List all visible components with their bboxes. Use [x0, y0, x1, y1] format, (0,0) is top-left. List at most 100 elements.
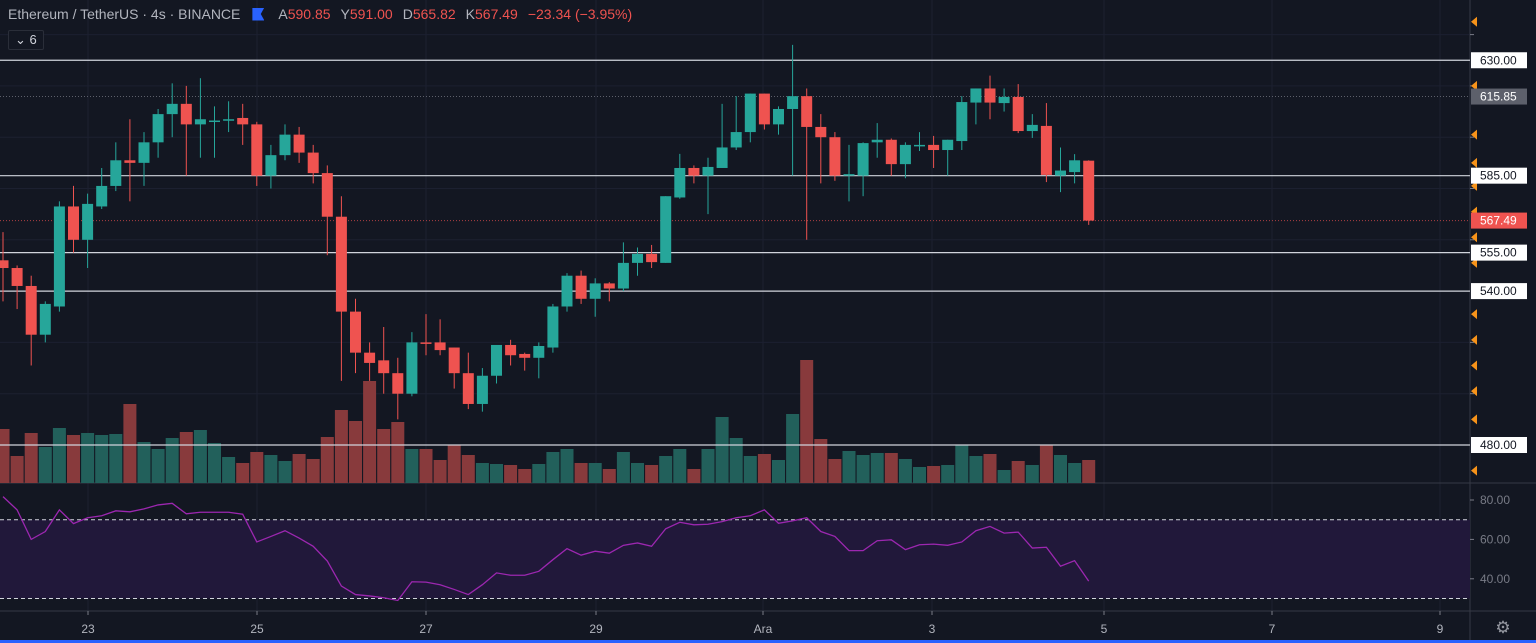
candle-body: [180, 103, 192, 125]
rsi-band-fill: [0, 519, 1470, 599]
alert-marker-icon[interactable]: [1471, 80, 1477, 91]
alert-marker-icon[interactable]: [1471, 157, 1477, 168]
volume-bar: [645, 465, 659, 483]
time-axis[interactable]: 23 25 27 29 Ara 3 5 7 9: [81, 611, 1444, 636]
candle: [0, 232, 9, 302]
candle-body: [773, 108, 784, 125]
rsi-pane: [0, 496, 1470, 602]
candle: [589, 278, 601, 317]
time-tick-label: 3: [929, 622, 936, 636]
candle-body: [660, 196, 672, 263]
volume-bar: [292, 454, 306, 483]
candle: [575, 270, 587, 304]
flag-icon[interactable]: [252, 7, 265, 21]
gear-icon[interactable]: ⚙: [1495, 618, 1511, 637]
alert-marker-icon[interactable]: [1471, 309, 1477, 320]
horizontal-line-label[interactable]: 555.00: [1471, 244, 1527, 261]
alert-marker-icon[interactable]: [1471, 465, 1477, 476]
indicators-toggle-button[interactable]: ⌄ 6: [8, 30, 44, 50]
candle-body: [138, 142, 150, 163]
volume-bar: [870, 453, 884, 483]
high-value: 591.00: [349, 6, 393, 22]
candle: [829, 132, 841, 181]
candle-body: [885, 139, 897, 165]
candle: [519, 352, 531, 371]
volume-bar: [941, 465, 955, 483]
alert-marker-icon[interactable]: [1471, 334, 1477, 345]
volume-bar: [334, 410, 348, 483]
indicator-count: 6: [29, 32, 37, 47]
candle-body: [702, 166, 714, 176]
volume-bar: [546, 452, 560, 483]
candle-body: [674, 167, 686, 198]
candle: [307, 144, 319, 184]
candle-body: [68, 206, 79, 240]
candle: [251, 121, 263, 186]
alert-marker-icon[interactable]: [1471, 360, 1477, 371]
candle: [434, 319, 446, 356]
horizontal-line-label[interactable]: 585.00: [1471, 167, 1527, 184]
volume-bar: [687, 469, 701, 483]
horizontal-line-label[interactable]: 630.00: [1471, 52, 1527, 69]
volume-bar: [419, 449, 433, 483]
alert-marker-icon[interactable]: [1471, 129, 1477, 140]
high-price-label[interactable]: 615.85: [1471, 88, 1527, 105]
volume-bar: [955, 445, 969, 483]
candle: [39, 301, 51, 343]
alert-marker-icon[interactable]: [1471, 232, 1477, 243]
change-value: −23.34 (−3.95%): [527, 6, 633, 22]
candle: [688, 165, 700, 184]
candle: [53, 201, 65, 312]
candle: [1026, 114, 1038, 138]
volume-bar: [236, 463, 250, 483]
alert-marker-icon[interactable]: [1471, 386, 1477, 397]
volume-bar: [1039, 445, 1053, 483]
time-tick-label: 23: [81, 622, 95, 636]
volume-bar: [461, 455, 475, 483]
candle: [801, 88, 813, 240]
low-label: D: [402, 6, 413, 22]
candle: [82, 193, 94, 269]
price-axis[interactable]: 630.00 585.00 555.00 540.00 480.00 615.85 567.…: [1470, 16, 1527, 586]
candle: [787, 44, 799, 176]
candle-body: [815, 126, 827, 138]
candle-body: [0, 260, 9, 269]
symbol-title[interactable]: Ethereum / TetherUS · 4s · BINANCE: [8, 6, 241, 22]
horizontal-lines[interactable]: [0, 59, 1470, 446]
candle: [11, 265, 23, 310]
candle: [744, 93, 756, 143]
last-price-label-text: 567.49: [1480, 214, 1517, 228]
candle-body: [744, 93, 756, 133]
alert-marker-icon[interactable]: [1471, 16, 1477, 27]
candle: [194, 78, 206, 158]
candle: [279, 124, 291, 161]
candle: [646, 244, 658, 269]
alert-marker-icon[interactable]: [1471, 414, 1477, 425]
candle: [956, 96, 968, 151]
candle: [505, 339, 517, 366]
time-tick-label: 27: [419, 622, 433, 636]
candle: [1083, 160, 1095, 225]
volume-bar: [109, 434, 123, 483]
horizontal-line-label[interactable]: 480.00: [1471, 437, 1527, 453]
volume-bar: [772, 460, 785, 483]
candle: [152, 108, 164, 158]
candle-body: [956, 102, 968, 142]
candle: [603, 282, 615, 302]
candle: [632, 247, 643, 276]
volume-bar: [814, 439, 828, 483]
candle-body: [519, 353, 531, 358]
candle-body: [801, 96, 813, 127]
horizontal-line-label-bg: [1471, 244, 1527, 261]
horizontal-line-label[interactable]: 540.00: [1471, 283, 1527, 300]
candle: [378, 327, 390, 394]
candle-body: [321, 173, 333, 217]
volume-bar: [828, 459, 842, 483]
last-price-label[interactable]: 567.49: [1471, 212, 1527, 229]
volume-bar: [659, 456, 673, 483]
candle-body: [392, 373, 404, 394]
volume-bar: [123, 404, 137, 483]
candle: [68, 185, 79, 253]
candle: [533, 342, 545, 379]
